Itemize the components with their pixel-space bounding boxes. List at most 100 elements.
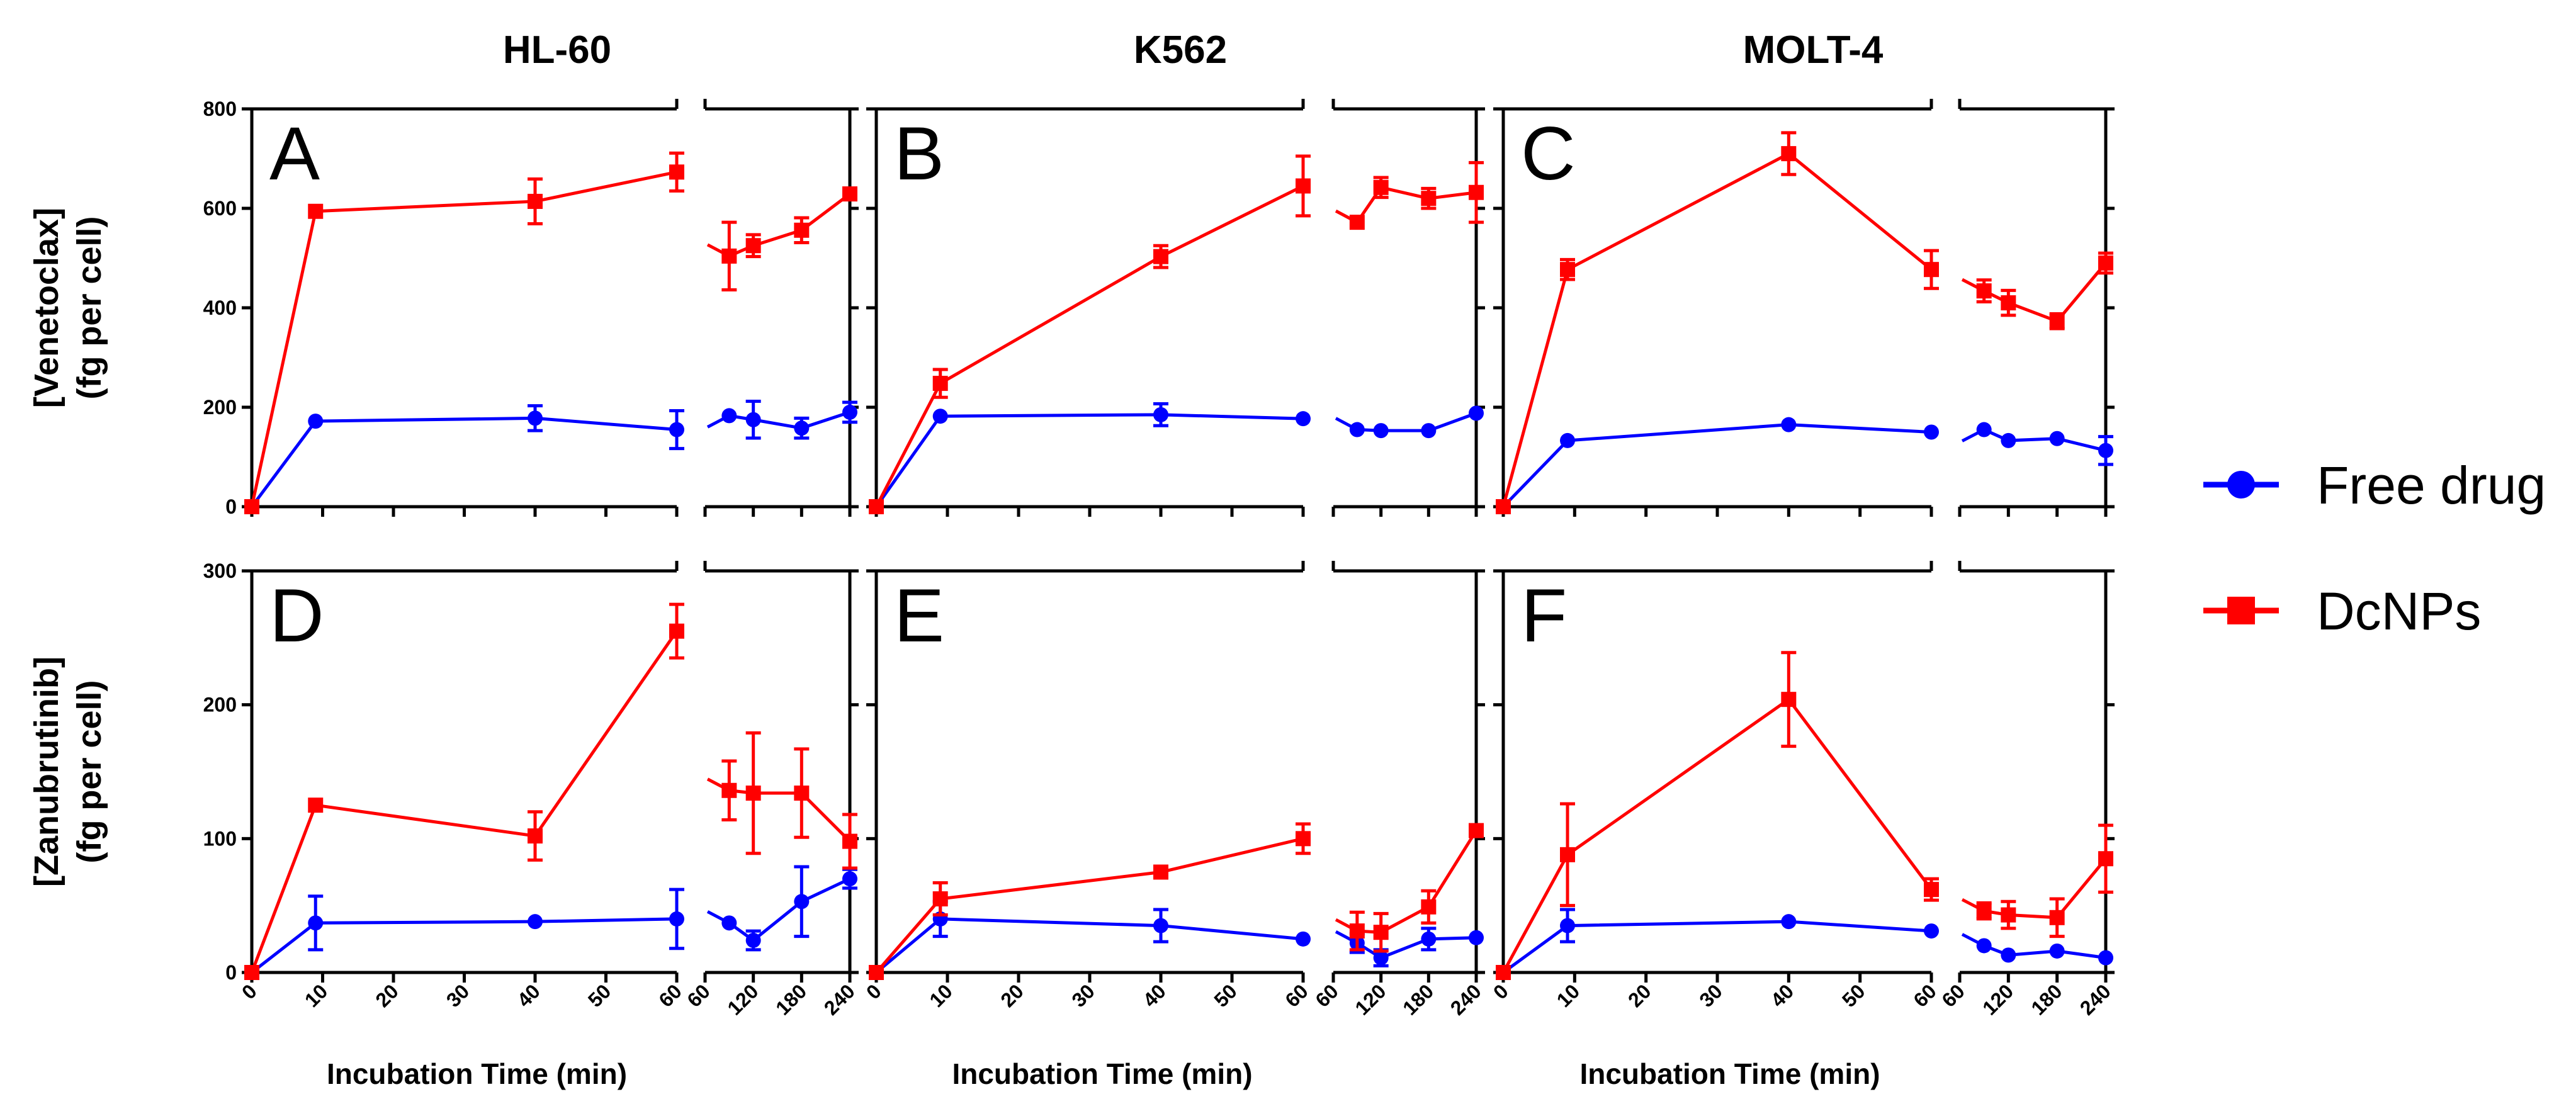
- data-point: [1296, 931, 1311, 947]
- panel-letter: F: [1521, 573, 1567, 658]
- series-line-early: [251, 917, 677, 974]
- data-point: [528, 914, 543, 930]
- data-point: [528, 828, 543, 844]
- x-tick-label: 0: [862, 979, 886, 1003]
- data-point: [1781, 692, 1797, 707]
- data-point: [2049, 431, 2065, 446]
- data-point: [308, 203, 324, 219]
- series-free: [244, 865, 857, 980]
- data-point: [1349, 923, 1365, 939]
- data-point: [745, 238, 761, 254]
- x-tick-label: 40: [1766, 979, 1799, 1012]
- series-line-late: [728, 193, 851, 258]
- data-point: [932, 409, 948, 424]
- data-point: [842, 186, 857, 202]
- data-point: [2001, 947, 2016, 963]
- data-point: [1296, 178, 1311, 194]
- series-dcnp: [244, 602, 857, 980]
- panel-letter: A: [269, 111, 320, 196]
- x-tick-label: 240: [1446, 979, 1486, 1019]
- data-point: [1153, 864, 1168, 880]
- x-axis-label: Incubation Time (min): [952, 1057, 1252, 1090]
- panel-A: 0 200 400 600 800 A: [203, 98, 859, 518]
- data-point: [1349, 422, 1365, 437]
- data-point: [2049, 943, 2065, 959]
- x-tick-label: 0: [237, 979, 261, 1003]
- data-point: [1496, 499, 1511, 514]
- data-point: [308, 797, 324, 813]
- y-tick-label: 0: [225, 961, 237, 984]
- series-dcnp: [869, 154, 1484, 514]
- x-axis-label: Incubation Time (min): [1579, 1057, 1880, 1090]
- x-tick-label: 180: [771, 979, 811, 1019]
- x-tick-label: 20: [1624, 979, 1656, 1012]
- series-line-early: [875, 837, 1304, 974]
- data-point: [2098, 851, 2113, 867]
- data-point: [1153, 407, 1168, 422]
- x-tick-label: 60: [1937, 979, 1969, 1012]
- data-point: [2001, 295, 2016, 311]
- panel-C: C: [1493, 99, 2115, 517]
- series-line-early: [250, 170, 677, 507]
- data-point: [1469, 184, 1484, 200]
- data-point: [308, 915, 324, 931]
- data-point: [1976, 903, 1992, 919]
- data-point: [1924, 262, 1939, 278]
- series-line-late: [1983, 428, 2106, 453]
- panel-letter: E: [894, 573, 944, 658]
- data-point: [669, 164, 684, 180]
- data-point: [1976, 422, 1992, 437]
- panel-letter: D: [269, 573, 324, 658]
- series-line-early: [250, 416, 677, 508]
- data-point: [869, 499, 884, 514]
- series-line-late: [729, 789, 851, 843]
- data-point: [2098, 950, 2113, 966]
- data-point: [2049, 313, 2065, 329]
- y-tick-label: 600: [203, 197, 237, 220]
- panel-letter: C: [1521, 111, 1576, 196]
- data-point: [1560, 432, 1575, 448]
- y-tick-label: 0: [225, 495, 237, 518]
- data-point: [932, 891, 948, 907]
- data-point: [745, 412, 761, 427]
- series-line-early: [1501, 697, 1933, 974]
- series-dcnp: [1496, 131, 2113, 514]
- x-tick-label: 120: [1350, 979, 1390, 1019]
- ylabel-line1: [Venetoclax]: [28, 208, 65, 408]
- x-axis-label: Incubation Time (min): [327, 1057, 627, 1090]
- panel-B: B: [866, 99, 1485, 517]
- data-point: [842, 404, 857, 420]
- legend-item-free: Free drug: [2203, 456, 2546, 515]
- column-title-hl-60: HL-60: [503, 28, 611, 72]
- data-point: [1373, 950, 1389, 966]
- data-point: [794, 420, 810, 436]
- column-title-k562: K562: [1134, 28, 1227, 72]
- y-tick-label: 200: [203, 694, 237, 716]
- data-point: [528, 193, 543, 209]
- series-line-late: [728, 410, 850, 430]
- x-tick-label: 20: [371, 979, 403, 1012]
- x-tick-label: 60: [654, 979, 686, 1012]
- x-tick-label: 0: [1489, 979, 1513, 1003]
- panel-letter: B: [894, 111, 944, 196]
- y-tick-label: 100: [203, 827, 237, 850]
- data-point: [2001, 432, 2016, 448]
- data-point: [721, 408, 737, 424]
- data-point: [2098, 255, 2113, 271]
- data-point: [244, 965, 259, 980]
- x-tick-label: 60: [682, 979, 715, 1012]
- x-tick-label: 60: [1311, 979, 1343, 1012]
- data-point: [1781, 146, 1797, 162]
- data-point: [1976, 938, 1992, 954]
- series-line-late: [1983, 262, 2107, 324]
- data-point: [308, 414, 324, 429]
- x-tick-label: 30: [442, 979, 474, 1012]
- series-dcnp: [1496, 651, 2113, 980]
- x-tick-label: 50: [584, 979, 616, 1012]
- data-point: [1496, 965, 1511, 980]
- data-point: [1781, 417, 1797, 432]
- data-point: [669, 911, 684, 927]
- x-tick-label: 240: [820, 979, 859, 1019]
- y-tick-label: 300: [203, 560, 237, 582]
